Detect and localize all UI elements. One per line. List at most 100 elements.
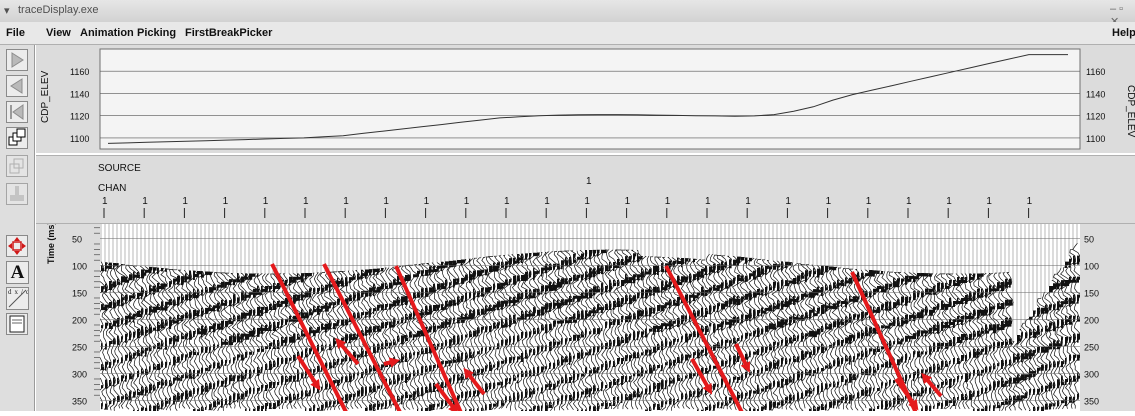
seismic-plot[interactable]: 50 50 100 100 150 150 200 200 250 250 300 300 350 350… <box>36 216 1135 416</box>
annotation-arrow <box>921 372 943 398</box>
chan-number: 1 <box>946 196 952 207</box>
trace-fill <box>209 272 214 411</box>
seismic-trace <box>508 254 519 411</box>
seismic-trace <box>1000 272 1010 411</box>
tool-palette: A dx/dt <box>0 45 35 411</box>
trace-fill <box>937 282 941 409</box>
menu-first-break-picker[interactable]: FirstBreakPicker <box>185 27 273 39</box>
elevation-plot[interactable]: 1160 1160 1140 1140 1120 1120 1100 1100 CDP_ELE… <box>36 45 1135 153</box>
seismic-trace <box>384 267 395 409</box>
trace-fill <box>177 275 182 402</box>
annotation-arrow <box>463 367 486 396</box>
trace-fill <box>901 278 906 402</box>
trace-fill <box>157 268 162 411</box>
trace-fill <box>581 253 586 411</box>
trace-fill <box>521 254 526 411</box>
trace-fill <box>301 273 306 400</box>
annotation-arrow <box>894 377 919 411</box>
seismic-trace <box>171 269 183 411</box>
text-tool-icon[interactable]: A <box>6 261 29 284</box>
trace-fill <box>989 285 994 411</box>
seismic-trace <box>564 250 574 411</box>
page-icon[interactable] <box>6 313 28 335</box>
trace-fill <box>933 285 938 409</box>
stamp-icon[interactable] <box>6 183 28 205</box>
trace-fill <box>193 271 198 411</box>
seismic-trace <box>215 272 227 411</box>
window-menu-icon[interactable]: ▾ <box>4 5 10 17</box>
seismic-trace <box>463 258 474 410</box>
trace-fill <box>857 272 861 399</box>
chan-label: CHAN <box>98 183 126 194</box>
source-label: SOURCE <box>98 163 141 174</box>
elevation-panel: 1160 1160 1140 1140 1120 1120 1100 1100 CDP_ELE… <box>36 45 1135 153</box>
trace-fill <box>125 276 129 400</box>
chan-number: 1 <box>705 196 711 207</box>
seismic-trace <box>688 258 699 410</box>
seismic-trace <box>192 270 203 410</box>
seismic-trace <box>391 266 403 411</box>
trace-fill <box>137 272 142 411</box>
trace-fill <box>733 259 738 404</box>
move-icon[interactable] <box>6 235 28 257</box>
seismic-trace <box>863 270 874 409</box>
guide-line <box>322 263 405 416</box>
trace-fill <box>905 275 910 399</box>
trace-fill <box>213 284 218 408</box>
derivative-label: dx/dt <box>8 288 28 296</box>
seismic-trace <box>240 273 251 409</box>
menu-help[interactable]: Help <box>1112 27 1135 39</box>
trace-fill <box>261 285 266 411</box>
seismic-trace <box>1004 272 1014 411</box>
time-tick-label-right: 100 <box>1084 262 1099 272</box>
chan-number: 1 <box>544 196 550 207</box>
trace-fill <box>577 256 582 411</box>
trace-fill <box>173 278 178 405</box>
derivative-slash <box>8 289 27 308</box>
seismic-trace <box>219 272 231 411</box>
time-axis-label: Time (ms) <box>46 224 56 264</box>
time-tick-label-right: 250 <box>1084 343 1099 353</box>
chan-number: 1 <box>906 196 912 207</box>
menu-animation[interactable]: Animation <box>80 27 134 39</box>
derivative-icon[interactable]: dx/dt <box>6 287 29 310</box>
seismic-trace <box>420 263 431 411</box>
chan-number: 1 <box>665 196 671 207</box>
time-tick-label-left: 50 <box>72 235 82 245</box>
trace-fill <box>321 284 326 411</box>
trace-fill <box>273 283 277 409</box>
trace-fill <box>641 256 645 395</box>
trace-fill <box>225 281 230 405</box>
trace-fill <box>237 273 242 403</box>
windows-icon[interactable] <box>6 127 28 149</box>
trace-fill <box>881 271 886 410</box>
seismic-trace <box>100 261 106 410</box>
trace-fill <box>333 281 338 408</box>
seismic-trace <box>279 273 289 409</box>
menu-picking[interactable]: Picking <box>137 27 177 39</box>
layers-icon[interactable] <box>6 155 28 177</box>
trace-fill <box>597 250 602 411</box>
trace-fill <box>345 277 349 404</box>
trace-fill <box>849 277 854 404</box>
chan-number: 1 <box>826 196 832 207</box>
trace-fill <box>221 281 226 408</box>
menu-view[interactable]: View <box>46 27 71 39</box>
rewind-icon[interactable] <box>6 101 28 123</box>
trace-fill <box>965 277 970 400</box>
play-icon[interactable] <box>6 49 28 71</box>
time-tick-label-left: 250 <box>72 343 87 353</box>
step-back-icon[interactable] <box>6 75 28 97</box>
seismic-trace <box>940 273 951 410</box>
trace-fill <box>893 278 898 408</box>
source-value: 1 <box>586 176 592 187</box>
seismic-trace <box>796 263 806 411</box>
time-tick-label-left: 200 <box>72 316 87 326</box>
seismic-trace <box>301 273 311 409</box>
menu-file[interactable]: File <box>6 27 25 39</box>
seismic-trace <box>771 260 782 409</box>
trace-fill <box>693 259 698 398</box>
trace-fill <box>361 270 366 397</box>
trace-fill <box>353 273 358 400</box>
trace-fill <box>925 273 930 411</box>
